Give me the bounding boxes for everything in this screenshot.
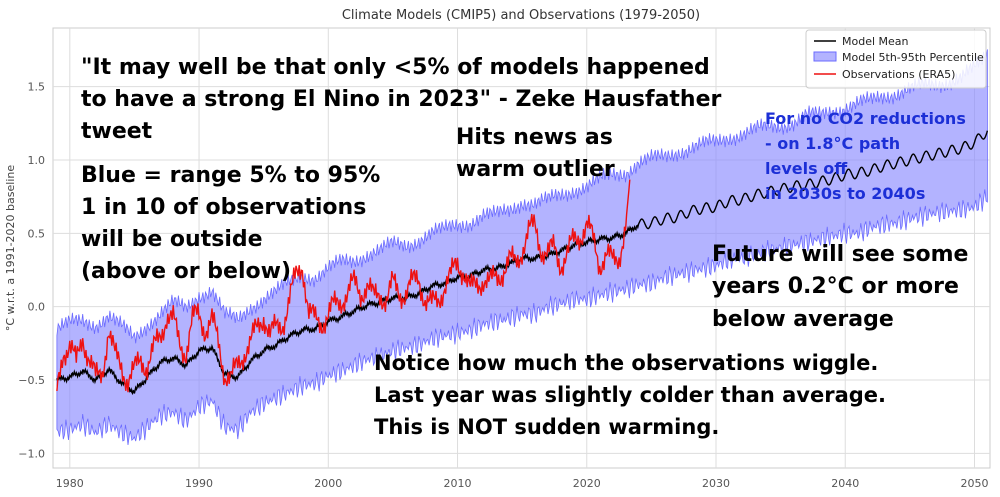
series-lines-layer: [56, 130, 989, 396]
annotation-notice-line-2: Last year was slightly colder than avera…: [374, 383, 886, 407]
annotation-blue-range-line-4: (above or below): [81, 259, 291, 284]
annotation-blue-range-line-2: 1 in 10 of observations: [81, 195, 366, 220]
legend-label-model-mean: Model Mean: [842, 35, 909, 48]
y-tick-label: 0.0: [28, 301, 46, 314]
x-tick-label: 2010: [444, 477, 472, 490]
chart-title: Climate Models (CMIP5) and Observations …: [342, 8, 700, 23]
legend-label-percentile: Model 5th-95th Percentile: [842, 51, 984, 64]
x-tick-label: 2020: [573, 477, 601, 490]
annotation-co2-line-3: levels off: [765, 159, 848, 178]
annotation-quote-line-3: tweet: [81, 119, 153, 144]
annotation-quote-line-1: "It may well be that only <5% of models …: [81, 55, 710, 80]
y-tick-label: 0.5: [28, 227, 46, 240]
annotation-blue-range-line-3: will be outside: [81, 227, 263, 252]
annotations: "It may well be that only <5% of models …: [81, 55, 968, 439]
x-tick-label: 2050: [960, 477, 988, 490]
y-tick-label: −0.5: [18, 374, 45, 387]
annotation-notice-line-3: This is NOT sudden warming.: [374, 415, 719, 439]
annotation-co2-line-2: - on 1.8°C path: [765, 134, 900, 153]
legend-box: [805, 29, 987, 89]
annotation-future-line-3: below average: [712, 307, 894, 332]
annotation-future-line-2: years 0.2°C or more: [712, 274, 959, 299]
tick-labels: 1980 1990 2000 2010 2020 2030 2040 2050 −1.0 −0.5…: [18, 81, 988, 490]
percentile-band-layer: [56, 49, 988, 445]
x-tick-label: 2040: [831, 477, 859, 490]
y-tick-label: −1.0: [18, 447, 45, 460]
observations-line: [56, 179, 631, 393]
x-tick-label: 1990: [185, 477, 213, 490]
legend-label-observations: Observations (ERA5): [842, 68, 955, 81]
x-tick-label: 2000: [314, 477, 342, 490]
annotation-co2-line-4: in 2030s to 2040s: [765, 184, 925, 203]
legend-swatch-percentile: [813, 51, 837, 62]
y-axis-label: °C w.r.t. a 1991-2020 baseline: [4, 165, 17, 331]
annotation-co2-line-1: For no CO2 reductions: [765, 109, 966, 128]
annotation-quote-line-2: to have a strong El Nino in 2023" - Zeke…: [81, 87, 722, 112]
annotation-notice-line-1: Notice how much the observations wiggle.: [374, 351, 878, 375]
annotation-news-line-2: warm outlier: [456, 157, 615, 182]
x-tick-label: 1980: [56, 477, 84, 490]
legend: Model Mean Model 5th-95th Percentile Obs…: [805, 29, 987, 89]
y-tick-label: 1.5: [28, 81, 46, 94]
x-tick-label: 2030: [702, 477, 730, 490]
annotation-future-line-1: Future will see some: [712, 242, 968, 267]
annotation-news-line-1: Hits news as: [456, 125, 613, 150]
y-tick-label: 1.0: [28, 154, 46, 167]
annotation-blue-range-line-1: Blue = range 5% to 95%: [81, 163, 380, 188]
percentile-band: [56, 49, 988, 445]
